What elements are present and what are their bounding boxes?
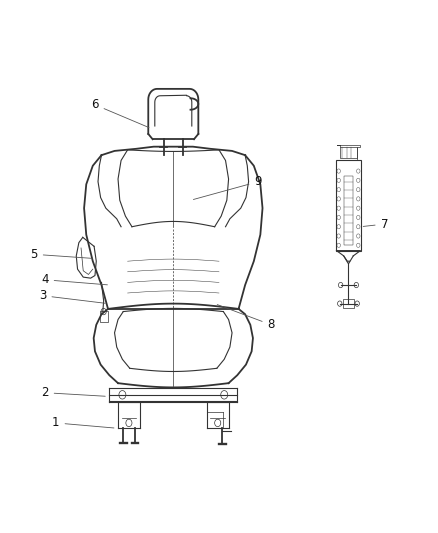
Text: 4: 4: [41, 273, 107, 286]
Text: 3: 3: [39, 289, 105, 303]
Text: 6: 6: [91, 98, 149, 127]
Text: 5: 5: [30, 248, 92, 261]
Bar: [343, 300, 354, 308]
Text: 8: 8: [217, 304, 275, 332]
Bar: [340, 147, 357, 158]
Bar: [344, 176, 353, 245]
Text: 9: 9: [194, 175, 262, 199]
Text: 2: 2: [41, 386, 105, 399]
Bar: [100, 311, 108, 322]
Text: 1: 1: [52, 416, 114, 430]
Text: 7: 7: [363, 217, 388, 231]
